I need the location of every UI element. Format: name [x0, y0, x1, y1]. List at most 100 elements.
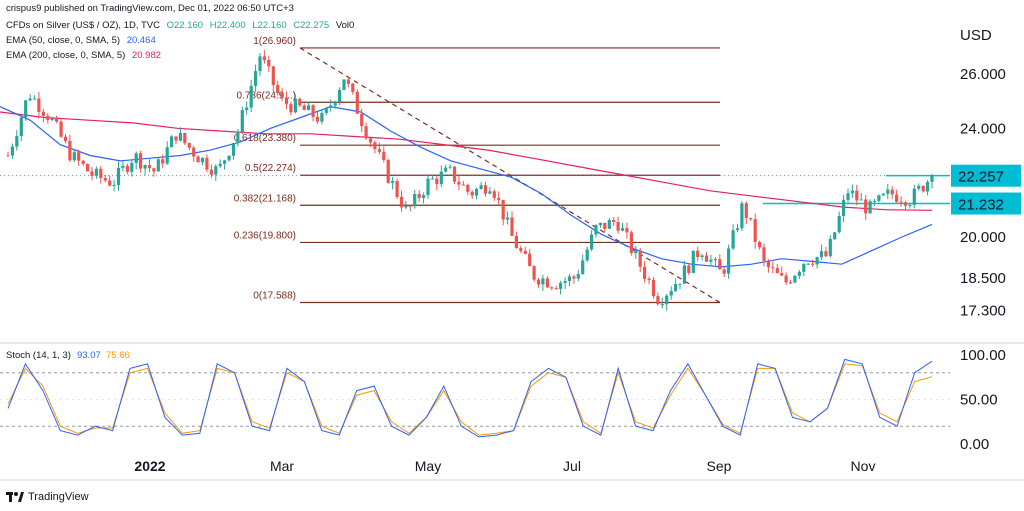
- candle-body: [196, 156, 200, 163]
- candle-body: [200, 157, 205, 163]
- candle-body: [267, 60, 271, 67]
- trendline: [299, 47, 721, 304]
- candle-body: [718, 259, 722, 270]
- candle-body: [346, 79, 350, 84]
- ohlc-close: C22.275: [293, 20, 330, 31]
- candle-body: [435, 178, 439, 184]
- stoch-tick-label: 100.00: [960, 347, 1006, 364]
- candle-body: [298, 98, 302, 106]
- candle-body: [6, 155, 10, 157]
- candle-body: [178, 133, 182, 141]
- candle-body: [112, 185, 116, 186]
- candle-body: [625, 228, 629, 233]
- candle-body: [926, 181, 930, 192]
- candle-body: [479, 185, 483, 189]
- stoch-title: Stoch (14, 1, 3): [6, 350, 71, 361]
- stoch-d-value: 75.66: [106, 350, 130, 361]
- candle-body: [130, 163, 134, 172]
- candle-body: [10, 146, 14, 156]
- candle-body: [501, 199, 505, 220]
- candle-body: [364, 126, 368, 139]
- candle-body: [532, 266, 536, 280]
- candle-body: [430, 178, 434, 180]
- candle-body: [528, 253, 532, 267]
- candle-body: [541, 278, 545, 285]
- candle-body: [63, 136, 68, 141]
- ema200-line: [0, 111, 933, 211]
- candle-body: [744, 203, 748, 218]
- candle-body: [585, 249, 589, 261]
- candle-body: [37, 98, 41, 112]
- candle-body: [696, 250, 700, 257]
- time-tick-label: May: [415, 458, 441, 474]
- candle-body: [638, 250, 642, 267]
- candle-body: [819, 251, 824, 258]
- candle-body: [342, 79, 346, 90]
- candle-body: [895, 194, 899, 202]
- price-tag[interactable]: [951, 192, 1021, 215]
- stoch-tick-label: 0.00: [960, 436, 989, 453]
- candle-body: [784, 275, 788, 283]
- candle-body: [607, 220, 611, 229]
- candle-body: [519, 248, 523, 251]
- ema50-legend[interactable]: EMA (50, close, 0, SMA, 5) 20.464: [6, 35, 160, 46]
- candle-body: [815, 257, 819, 265]
- symbol-title: CFDs on Silver (US$ / OZ), 1D, TVC: [6, 20, 160, 31]
- candle-body: [134, 153, 138, 163]
- candle-body: [121, 165, 125, 168]
- candle-body: [139, 153, 143, 169]
- candle-body: [386, 160, 390, 183]
- candle-body: [713, 259, 717, 261]
- candle-body: [483, 185, 488, 194]
- candle-body: [850, 190, 854, 194]
- ema200-legend[interactable]: EMA (200, close, 0, SMA, 5) 20.982: [6, 50, 165, 61]
- candle-body: [448, 166, 452, 168]
- candle-body: [603, 222, 607, 229]
- candle-body: [41, 111, 45, 116]
- candle-body: [855, 190, 859, 201]
- price-tag[interactable]: [951, 164, 1021, 187]
- candle-body: [50, 118, 54, 120]
- candle-body: [727, 248, 731, 274]
- currency-label: USD: [960, 27, 992, 44]
- candle-body: [404, 205, 408, 208]
- ohlc-open: O22.160: [166, 20, 204, 31]
- candle-body: [536, 279, 541, 285]
- stoch-k-line: [7, 358, 933, 438]
- candle-body: [545, 278, 549, 288]
- time-tick-label: Sep: [707, 458, 732, 474]
- candle-body: [116, 167, 121, 185]
- candle-body: [903, 202, 908, 206]
- fib-level-label: 0.786(24.9...): [237, 90, 296, 101]
- candle-body: [315, 116, 320, 122]
- candle-body: [921, 185, 925, 192]
- candle-body: [320, 113, 324, 122]
- candle-body: [833, 232, 837, 240]
- candle-body: [758, 242, 762, 248]
- candle-body: [205, 157, 209, 170]
- candle-body: [859, 199, 863, 201]
- candle-body: [559, 282, 563, 289]
- candle-body: [740, 203, 744, 229]
- candle-body: [245, 107, 249, 111]
- candle-body: [24, 100, 28, 118]
- candle-body: [842, 199, 846, 216]
- candle-body: [240, 110, 244, 132]
- tradingview-footer[interactable]: TradingView: [6, 491, 89, 503]
- candle-body: [395, 181, 399, 197]
- candle-body: [284, 97, 289, 105]
- candle-body: [28, 98, 32, 101]
- candle-body: [674, 284, 678, 292]
- ema50-line: [0, 105, 933, 268]
- fib-level-label: 0.618(23.380): [234, 133, 296, 144]
- candle-body: [103, 178, 107, 181]
- candle-body: [94, 168, 98, 176]
- candle-body: [612, 220, 616, 222]
- candle-body: [108, 180, 112, 186]
- candle-body: [280, 93, 284, 98]
- candle-body: [32, 98, 37, 100]
- candle-body: [324, 107, 328, 113]
- published-line: crispus9 published on TradingView.com, D…: [6, 3, 294, 14]
